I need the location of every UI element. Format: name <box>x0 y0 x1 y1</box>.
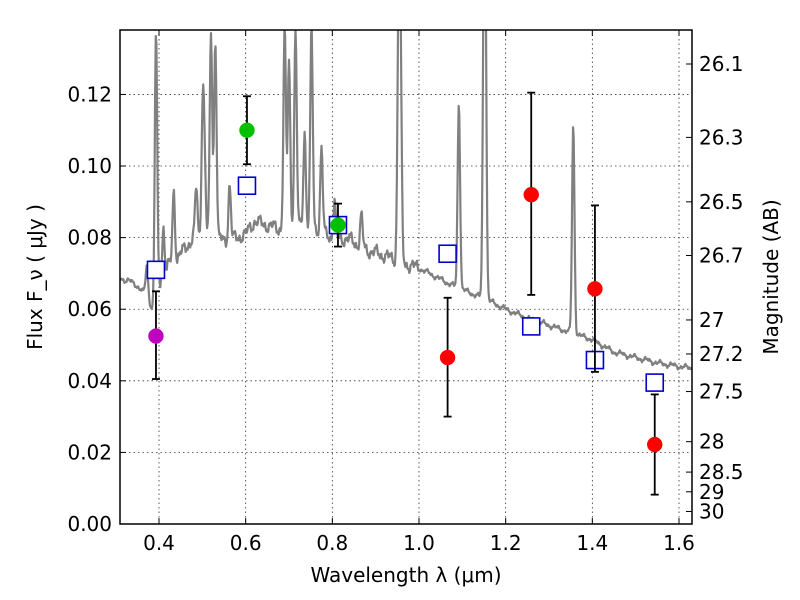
plot-frame <box>119 29 693 525</box>
model-photometry-square <box>521 317 541 336</box>
mag-tick-label: 30 <box>699 499 724 523</box>
observed-point <box>239 122 255 138</box>
x-tick-label: 1.2 <box>490 531 522 555</box>
observed-point <box>587 281 603 297</box>
model-photometry <box>146 176 665 392</box>
x-tick-label: 0.8 <box>316 531 348 555</box>
x-tick-label: 1.4 <box>576 531 608 555</box>
y-axis-label: Flux F_ν ( μJy ) <box>23 204 47 350</box>
model-photometry-square <box>645 373 665 392</box>
spectrum-line <box>120 30 692 371</box>
x-tick-label: 0.4 <box>143 531 175 555</box>
model-photometry-square <box>237 176 257 196</box>
grid <box>120 30 692 524</box>
observed-photometry <box>148 91 663 496</box>
x-tick-label: 0.6 <box>230 531 262 555</box>
y-tick-label: 0.12 <box>67 82 112 106</box>
mag-tick-label: 29 <box>699 480 724 504</box>
y-axis-ticks: 0.00 0.02 0.04 0.06 0.08 0.10 0.12 <box>67 82 126 536</box>
mag-tick-label: 26.5 <box>699 190 744 214</box>
y-tick-label: 0.00 <box>67 512 112 536</box>
y-tick-label: 0.08 <box>67 226 112 250</box>
mag-tick-label: 26.3 <box>699 125 744 149</box>
mag-tick-label: 26.7 <box>699 244 744 268</box>
observed-point <box>646 436 663 453</box>
model-photometry-square <box>438 244 457 264</box>
mag-tick-label: 27.2 <box>699 342 744 366</box>
x-axis-ticks: 0.4 0.6 0.8 1.0 1.2 1.4 1.6 <box>143 30 695 555</box>
mag-tick-label: 27.5 <box>699 380 744 404</box>
observed-point <box>148 328 164 344</box>
y-tick-label: 0.02 <box>67 440 112 464</box>
y-tick-label: 0.10 <box>67 154 112 178</box>
mag-tick-label: 28.5 <box>699 460 744 484</box>
observed-point <box>330 217 346 233</box>
observed-point <box>439 349 456 366</box>
y-tick-label: 0.04 <box>67 369 112 393</box>
x-axis-label: Wavelength λ (μm) <box>310 563 501 587</box>
x-tick-label: 1.0 <box>403 531 435 555</box>
y-tick-label: 0.06 <box>67 297 112 321</box>
model-photometry-square <box>146 260 166 280</box>
mag-tick-label: 26.1 <box>699 52 744 76</box>
right-axis-label: Magnitude (AB) <box>759 199 783 354</box>
observed-point <box>523 186 539 203</box>
mag-tick-label: 27 <box>699 308 724 332</box>
mag-tick-label: 28 <box>699 430 724 454</box>
model-spectrum <box>120 30 692 371</box>
x-tick-label: 1.6 <box>663 531 695 555</box>
